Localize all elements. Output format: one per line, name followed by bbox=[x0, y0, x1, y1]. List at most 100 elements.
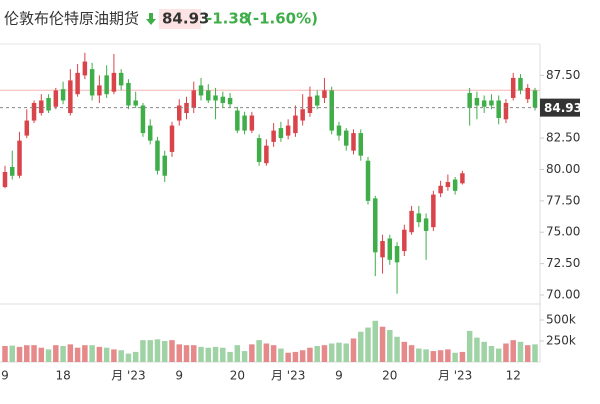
volume-bar bbox=[285, 352, 291, 362]
volume-bar bbox=[445, 349, 451, 362]
candle-body bbox=[206, 90, 211, 101]
volume-bar bbox=[314, 346, 320, 362]
volume-bar bbox=[89, 345, 95, 362]
volume-bar bbox=[437, 350, 444, 362]
volume-bar bbox=[191, 345, 197, 362]
candle-body bbox=[409, 210, 414, 233]
volume-bar bbox=[481, 341, 487, 362]
candle-body bbox=[104, 75, 109, 95]
volume-bar bbox=[169, 340, 175, 362]
x-tick-label: 18 bbox=[55, 369, 70, 383]
volume-bar bbox=[532, 344, 538, 362]
volume-bar bbox=[336, 342, 342, 362]
candle-body bbox=[249, 115, 255, 131]
candle-body bbox=[481, 100, 487, 107]
candle-body bbox=[336, 125, 342, 136]
volume-bar bbox=[495, 348, 502, 362]
volume-bar bbox=[459, 351, 466, 362]
y-tick-label: 87.50 bbox=[546, 68, 580, 82]
price-change: -1.38 bbox=[206, 10, 249, 28]
candle-body bbox=[373, 198, 378, 253]
price-highlight bbox=[159, 9, 201, 29]
volume-bar bbox=[328, 343, 335, 362]
candle-body bbox=[256, 138, 262, 162]
volume-bar bbox=[365, 327, 371, 362]
volume-bar bbox=[176, 344, 182, 362]
volume-bar bbox=[125, 353, 132, 362]
candle-body bbox=[525, 87, 530, 100]
volume-tick-label: 250k bbox=[546, 333, 576, 347]
candle-body bbox=[264, 145, 269, 164]
x-tick-label: 月 '23 bbox=[438, 369, 472, 383]
candle-body bbox=[532, 90, 538, 108]
candle-body bbox=[394, 246, 400, 263]
candle-body bbox=[82, 61, 88, 76]
candle-body bbox=[496, 100, 501, 119]
volume-bar bbox=[372, 320, 379, 362]
candle-body bbox=[227, 97, 233, 105]
volume-bar bbox=[234, 345, 241, 362]
candle-body bbox=[111, 72, 117, 92]
candle-body bbox=[213, 95, 218, 101]
candle-body bbox=[300, 109, 305, 121]
candle-body bbox=[358, 133, 364, 156]
candle-body bbox=[380, 241, 385, 258]
candle-body bbox=[351, 133, 356, 151]
candle-body bbox=[39, 100, 44, 114]
candle-body bbox=[169, 125, 175, 152]
candle-body bbox=[343, 130, 349, 146]
last-price-label: 84.93 bbox=[544, 101, 582, 115]
volume-bar bbox=[60, 346, 66, 362]
candle-body bbox=[17, 140, 22, 176]
y-tick-label: 80.00 bbox=[546, 162, 580, 176]
candle-body bbox=[314, 95, 320, 106]
x-tick-label: 9 bbox=[1, 369, 9, 383]
candle-body bbox=[220, 96, 226, 103]
x-tick-label: 20 bbox=[230, 369, 245, 383]
volume-bar bbox=[45, 349, 52, 362]
volume-bar bbox=[67, 344, 74, 362]
candle-body bbox=[489, 100, 494, 106]
volume-bar bbox=[198, 346, 204, 362]
y-tick-label: 75.00 bbox=[546, 225, 580, 239]
candle-body bbox=[322, 90, 327, 98]
candle-body bbox=[307, 96, 313, 114]
volume-bar bbox=[430, 351, 437, 362]
candle-body bbox=[24, 120, 30, 136]
last-price: 84.93 bbox=[162, 10, 209, 28]
volume-bar bbox=[387, 330, 393, 362]
candle-body bbox=[503, 102, 509, 120]
candle-body bbox=[147, 125, 153, 141]
x-tick-label: 20 bbox=[382, 369, 397, 383]
volume-bar bbox=[241, 351, 248, 362]
volume-bar bbox=[82, 345, 88, 362]
candle-body bbox=[97, 85, 102, 96]
volume-bar bbox=[488, 346, 495, 362]
volume-bar bbox=[401, 341, 408, 362]
volume-bar bbox=[154, 339, 161, 362]
volume-bar bbox=[416, 348, 422, 362]
x-tick-label: 12 bbox=[506, 369, 521, 383]
candle-body bbox=[329, 90, 334, 131]
volume-bar bbox=[503, 343, 509, 362]
volume-bar bbox=[423, 349, 429, 362]
x-tick-label: 月 '23 bbox=[271, 369, 305, 383]
volume-bar bbox=[394, 336, 400, 362]
x-tick-label: 月 '23 bbox=[111, 369, 145, 383]
candle-body bbox=[431, 194, 436, 228]
volume-bar bbox=[358, 331, 364, 362]
volume-bar bbox=[524, 345, 531, 362]
candle-body bbox=[140, 105, 146, 134]
volume-bar bbox=[205, 347, 212, 362]
candle-body bbox=[68, 80, 73, 114]
candle-body bbox=[518, 77, 523, 91]
volume-bar bbox=[256, 340, 262, 362]
candle-body bbox=[467, 92, 472, 108]
volume-bar bbox=[96, 346, 103, 362]
candle-body bbox=[285, 125, 291, 136]
volume-bar bbox=[38, 347, 45, 362]
volume-bar bbox=[103, 347, 110, 362]
volume-bar bbox=[227, 351, 233, 362]
volume-bar bbox=[452, 352, 458, 362]
